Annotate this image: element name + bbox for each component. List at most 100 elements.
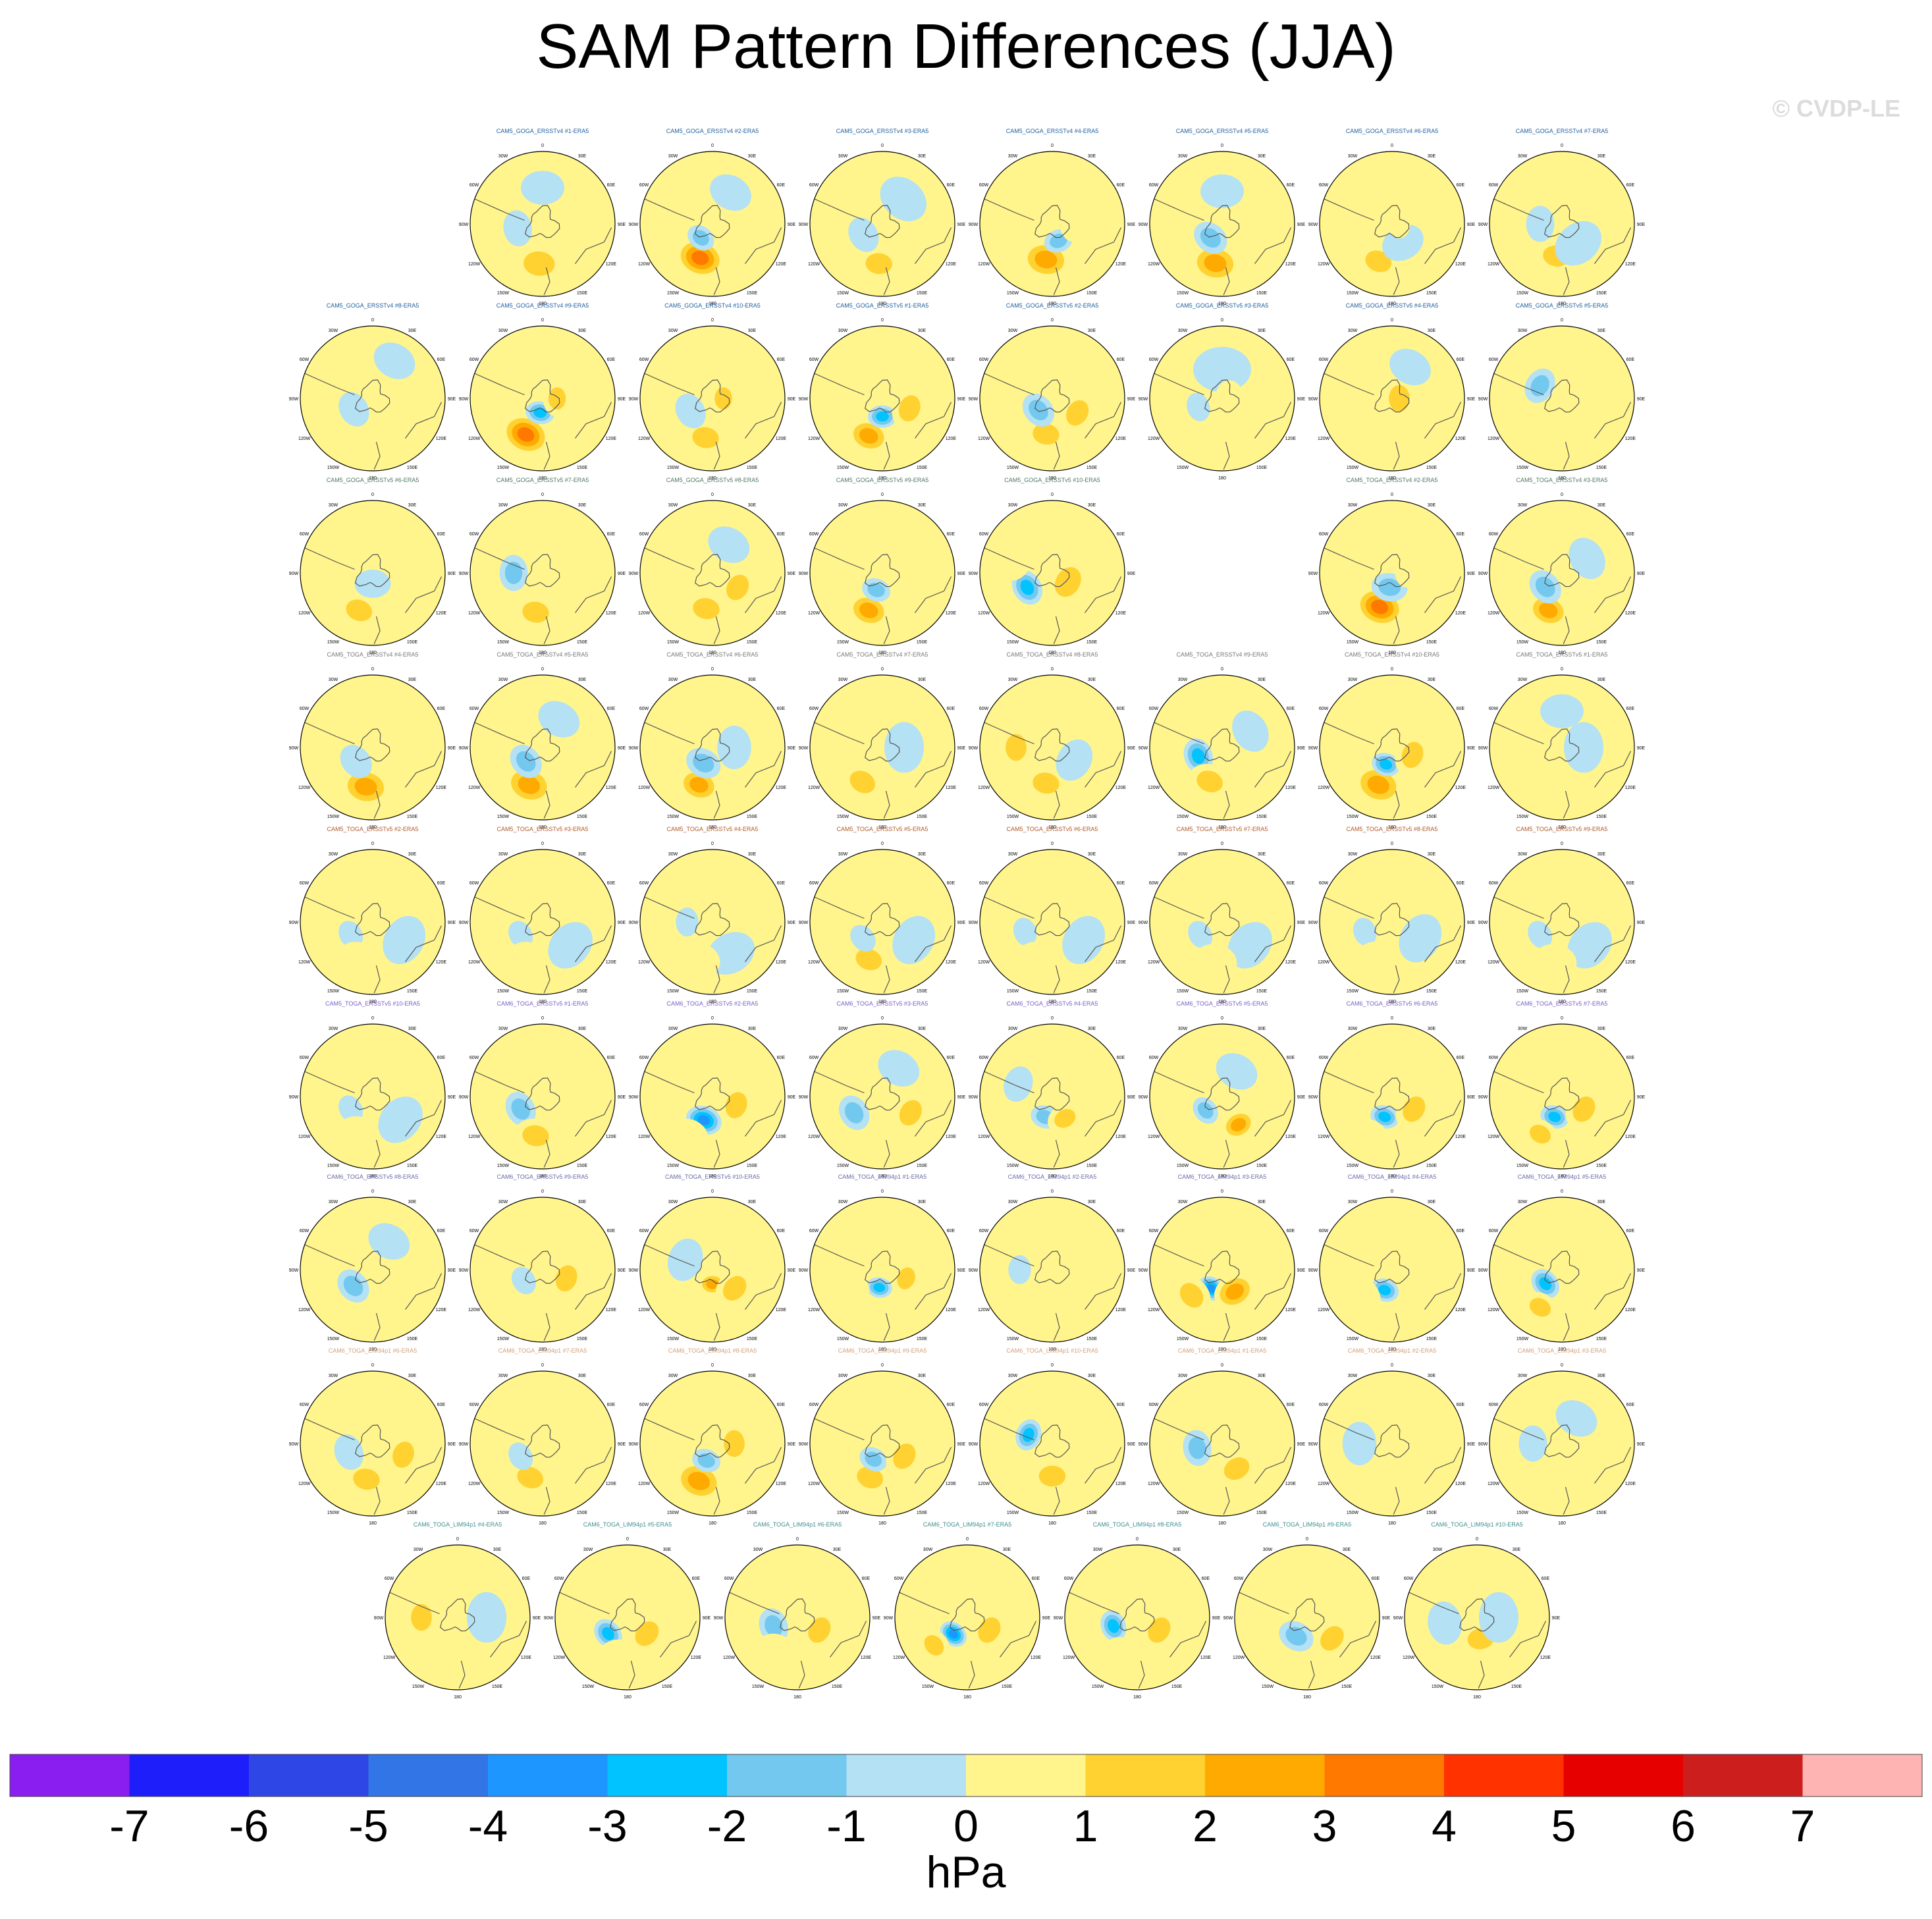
new-zealand-coastline xyxy=(1563,1312,1570,1341)
longitude-label: 30E xyxy=(1597,329,1606,333)
longitude-label: 120E xyxy=(1455,1135,1466,1139)
longitude-label: 150E xyxy=(1596,815,1607,819)
map-border xyxy=(1319,674,1465,821)
longitude-label: 150W xyxy=(497,640,510,645)
longitude-label: 30W xyxy=(753,1548,763,1552)
new-zealand-coastline xyxy=(1393,965,1400,994)
longitude-label: 0 xyxy=(796,1537,799,1542)
longitude-label: 120W xyxy=(978,960,990,965)
longitude-label: 120W xyxy=(468,611,481,616)
map-panel: CAM5_TOGA_ERSSTv5 #5-ERA5030E60E90E120E1… xyxy=(799,826,966,1004)
longitude-label: 90E xyxy=(1297,921,1306,925)
longitude-label: 150W xyxy=(1347,1164,1359,1168)
longitude-label: 180 xyxy=(1048,1000,1056,1004)
map-panel: CAM6_TOGA_ERSSTv5 #7-ERA5030E60E90E120E1… xyxy=(1478,1000,1646,1179)
colorbar-swatch xyxy=(966,1754,1086,1797)
longitude-label: 30W xyxy=(498,1027,508,1031)
map-panel: CAM6_TOGA_LIM94p1 #3-ERA5030E60E90E120E1… xyxy=(1478,1347,1646,1526)
longitude-label: 0 xyxy=(1051,144,1054,148)
map-border xyxy=(1149,674,1295,821)
longitude-label: 120E xyxy=(1540,1656,1551,1660)
longitude-label: 90W xyxy=(799,1442,809,1447)
longitude-label: 60W xyxy=(809,1229,819,1233)
longitude-label: 120E xyxy=(436,1135,447,1139)
longitude-label: 90W xyxy=(289,1095,299,1100)
south-america-coastline xyxy=(473,1417,525,1441)
map-panel: CAM5_GOGA_ERSSTv4 #6-ERA5030E60E90E120E1… xyxy=(1308,128,1476,306)
longitude-label: 180 xyxy=(539,1174,547,1179)
antarctica-coastline xyxy=(1544,379,1580,413)
panel-title: CAM5_GOGA_ERSSTv5 #8-ERA5 xyxy=(666,477,759,483)
longitude-label: 60W xyxy=(979,183,989,188)
map-panel: CAM6_TOGA_LIM94p1 #6-ERA5030E60E90E120E1… xyxy=(289,1347,456,1526)
longitude-label: 150E xyxy=(1256,466,1268,470)
longitude-label: 120E xyxy=(776,786,787,790)
longitude-label: 90W xyxy=(459,397,469,402)
map-background xyxy=(1150,675,1295,820)
longitude-label: 30W xyxy=(329,852,338,857)
anomaly-contour xyxy=(1191,748,1205,765)
longitude-label: 120W xyxy=(1488,1308,1500,1312)
anomaly-contour xyxy=(859,602,878,618)
south-america-coastline xyxy=(1493,1070,1544,1094)
map-border xyxy=(470,674,616,821)
longitude-label: 30W xyxy=(668,1027,678,1031)
longitude-label: 90W xyxy=(459,1268,469,1273)
map-background xyxy=(300,675,445,820)
new-zealand-coastline xyxy=(543,1486,550,1515)
antarctica-coastline xyxy=(355,728,390,762)
longitude-label: 30W xyxy=(498,1374,508,1378)
panel-title: CAM6_TOGA_ERSSTv5 #1-ERA5 xyxy=(497,1000,589,1007)
map-border xyxy=(470,151,616,297)
longitude-label: 180 xyxy=(878,1000,886,1004)
longitude-label: 180 xyxy=(369,825,377,830)
longitude-label: 120W xyxy=(1488,262,1500,267)
panel-grid: CAM5_GOGA_ERSSTv4 #1-ERA5030E60E90E120E1… xyxy=(289,128,1646,1700)
longitude-label: 120W xyxy=(468,1135,481,1139)
antarctica-coastline xyxy=(525,1077,560,1111)
anomaly-contour xyxy=(892,568,929,610)
map-panel: CAM5_GOGA_ERSSTv5 #7-ERA5030E60E90E120E1… xyxy=(459,477,626,655)
longitude-label: 150E xyxy=(1596,291,1607,296)
longitude-label: 120E xyxy=(606,262,617,267)
map-border xyxy=(470,1370,616,1517)
map-panel: CAM5_TOGA_ERSSTv4 #9-ERA5030E60E90E120E1… xyxy=(1139,651,1306,830)
longitude-label: 180 xyxy=(1133,1695,1141,1700)
longitude-label: 0 xyxy=(541,1363,544,1368)
longitude-label: 60E xyxy=(947,1056,955,1060)
south-america-coastline xyxy=(643,198,695,221)
longitude-label: 150W xyxy=(1007,1337,1019,1341)
longitude-label: 60W xyxy=(300,881,309,886)
map-background xyxy=(470,1197,615,1342)
longitude-label: 150E xyxy=(577,1511,588,1515)
longitude-label: 150W xyxy=(1007,1511,1019,1515)
longitude-label: 30E xyxy=(408,1374,417,1378)
antarctica-coastline xyxy=(525,1424,560,1458)
longitude-label: 30E xyxy=(1258,678,1266,682)
longitude-label: 60E xyxy=(1457,881,1465,886)
antarctica-coastline xyxy=(865,728,900,762)
anomaly-contour xyxy=(1555,221,1601,266)
anomaly-contour xyxy=(1565,1268,1603,1309)
longitude-label: 90W xyxy=(1139,223,1148,227)
longitude-label: 60W xyxy=(470,707,479,711)
longitude-label: 150E xyxy=(1087,640,1098,645)
longitude-label: 30W xyxy=(838,1200,848,1204)
longitude-label: 90W xyxy=(799,746,809,751)
longitude-label: 60E xyxy=(947,358,955,362)
anomaly-contour xyxy=(518,776,541,794)
longitude-label: 180 xyxy=(878,825,886,830)
new-zealand-coastline xyxy=(1393,616,1400,645)
longitude-label: 30E xyxy=(578,154,587,159)
map-border xyxy=(1319,1370,1465,1517)
longitude-label: 30E xyxy=(918,678,926,682)
longitude-label: 60E xyxy=(437,532,446,537)
longitude-label: 120E xyxy=(606,437,617,441)
anomaly-contour xyxy=(1367,776,1390,794)
map-border xyxy=(1319,849,1465,995)
map-panel: CAM6_TOGA_LIM94p1 #9-ERA5030E60E90E120E1… xyxy=(1223,1521,1391,1700)
panel-title: CAM5_TOGA_ERSSTv4 #6-ERA5 xyxy=(667,651,759,658)
map-panel: CAM6_TOGA_ERSSTv5 #8-ERA5030E60E90E120E1… xyxy=(289,1174,456,1352)
longitude-label: 150E xyxy=(1426,291,1437,296)
antarctica-coastline xyxy=(1034,1077,1070,1111)
